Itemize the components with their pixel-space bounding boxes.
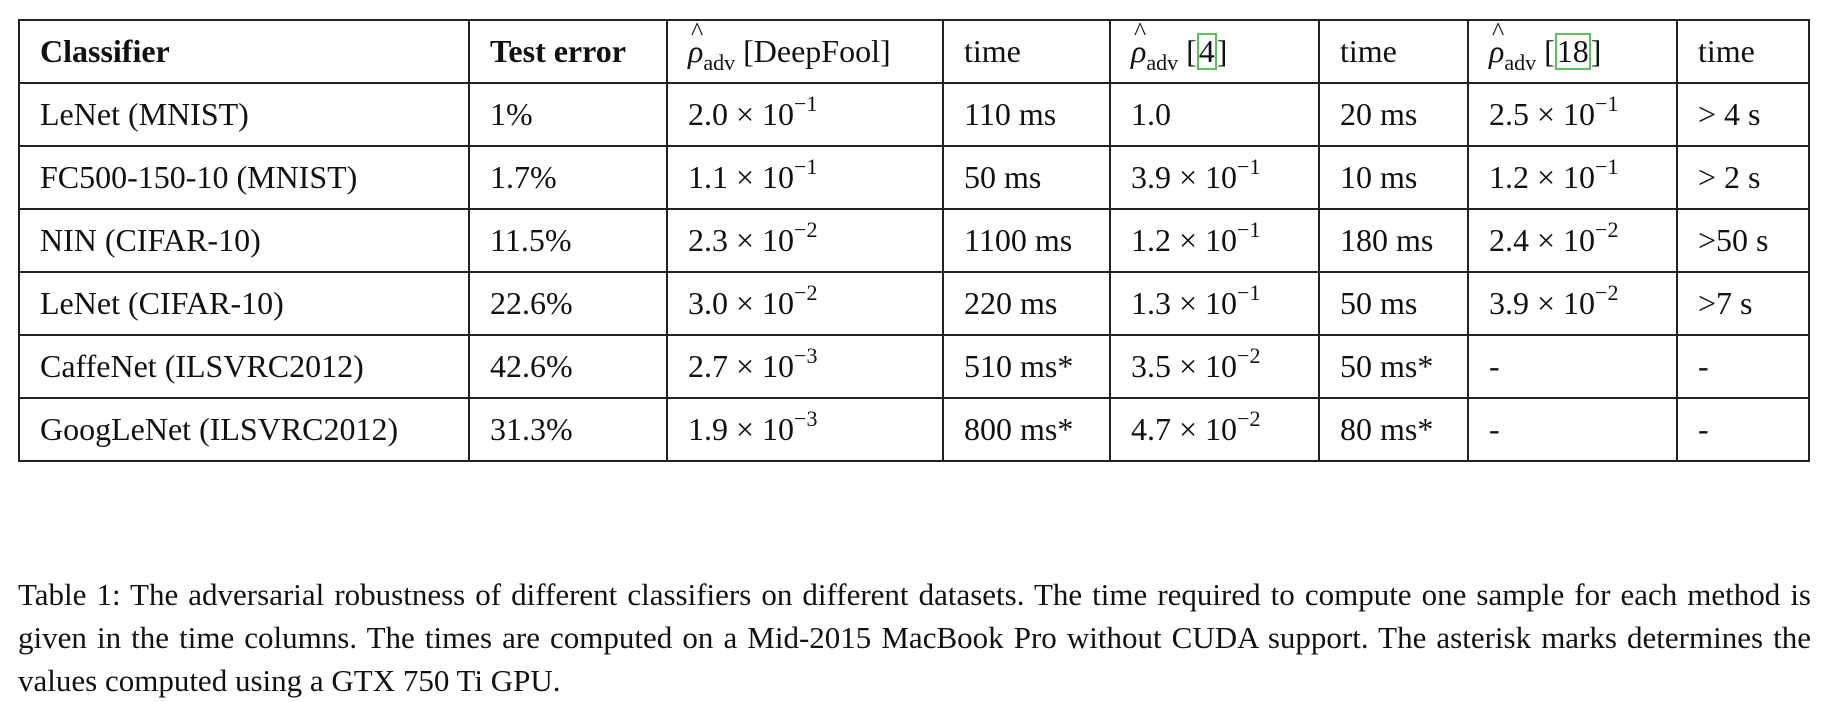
deepfool-time-cell: 220 ms [942, 271, 1111, 336]
test-error-cell: 22.6% [468, 271, 668, 336]
method-4-rho-cell: 4.7 × 10−2 [1109, 397, 1320, 462]
rho-subscript: adv [1146, 50, 1179, 75]
deepfool-rho-cell: 2.0 × 10−1 [666, 82, 944, 147]
rho-symbol: ρ ^ [1489, 17, 1505, 69]
header-rho-deepfool: ρ ^ adv [DeepFool] [666, 17, 944, 84]
header-time-method-4: time [1318, 19, 1469, 84]
method-18-time-cell: >7 s [1676, 271, 1810, 336]
method-4-rho-cell: 3.5 × 10−2 [1109, 334, 1320, 399]
header-row: Classifier Test error ρ ^ adv [DeepFool] t… [18, 17, 1810, 84]
test-error-cell: 31.3% [468, 397, 668, 462]
rho-symbol: ρ ^ [688, 17, 704, 69]
header-classifier: Classifier [18, 19, 470, 84]
method-4-rho-cell: 1.3 × 10−1 [1109, 271, 1320, 336]
deepfool-rho-cell: 2.3 × 10−2 [666, 208, 944, 273]
method-18-time-cell: > 2 s [1676, 145, 1810, 210]
header-rho-method-4: ρ ^ adv [4] [1109, 17, 1320, 84]
deepfool-label: [DeepFool] [743, 33, 891, 69]
deepfool-time-cell: 510 ms* [942, 334, 1111, 399]
classifier-cell: NIN (CIFAR-10) [18, 208, 470, 273]
rho-subscript: adv [703, 50, 736, 75]
header-time-method-18: time [1676, 19, 1810, 84]
header-test-error: Test error [468, 19, 668, 84]
deepfool-time-cell: 50 ms [942, 145, 1111, 210]
method-18-rho-cell: 2.4 × 10−2 [1467, 208, 1678, 273]
method-18-rho-cell: 3.9 × 10−2 [1467, 271, 1678, 336]
classifier-cell: CaffeNet (ILSVRC2012) [18, 334, 470, 399]
results-table: Classifier Test error ρ ^ adv [DeepFool] t… [18, 17, 1810, 462]
table-row: FC500-150-10 (MNIST) 1.7% 1.1 × 10−1 50 ms 3… [18, 145, 1810, 210]
deepfool-rho-cell: 3.0 × 10−2 [666, 271, 944, 336]
method-18-time-cell: - [1676, 397, 1810, 462]
method-18-time-cell: > 4 s [1676, 82, 1810, 147]
rho-subscript: adv [1504, 50, 1537, 75]
classifier-cell: GoogLeNet (ILSVRC2012) [18, 397, 470, 462]
method-18-rho-cell: 2.5 × 10−1 [1467, 82, 1678, 147]
method-18-rho-cell: 1.2 × 10−1 [1467, 145, 1678, 210]
rho-symbol: ρ ^ [1131, 17, 1147, 69]
test-error-cell: 1% [468, 82, 668, 147]
citation-link-4[interactable]: 4 [1196, 33, 1217, 70]
method-4-rho-cell: 3.9 × 10−1 [1109, 145, 1320, 210]
table-body: LeNet (MNIST) 1% 2.0 × 10−1 110 ms 1.0 20 ms 2… [18, 82, 1810, 462]
deepfool-rho-cell: 1.1 × 10−1 [666, 145, 944, 210]
classifier-cell: LeNet (MNIST) [18, 82, 470, 147]
method-4-time-cell: 50 ms* [1318, 334, 1469, 399]
table-row: LeNet (CIFAR-10) 22.6% 3.0 × 10−2 220 ms 1.3… [18, 271, 1810, 336]
method-18-time-cell: >50 s [1676, 208, 1810, 273]
method-4-rho-cell: 1.0 [1109, 82, 1320, 147]
method-18-rho-cell: - [1467, 397, 1678, 462]
table-row: GoogLeNet (ILSVRC2012) 31.3% 1.9 × 10−3 800… [18, 397, 1810, 462]
table-row: NIN (CIFAR-10) 11.5% 2.3 × 10−2 1100 ms 1.2 … [18, 208, 1810, 273]
header-rho-method-18: ρ ^ adv [18] [1467, 17, 1678, 84]
method-4-time-cell: 80 ms* [1318, 397, 1469, 462]
classifier-cell: LeNet (CIFAR-10) [18, 271, 470, 336]
method-4-time-cell: 50 ms [1318, 271, 1469, 336]
deepfool-time-cell: 800 ms* [942, 397, 1111, 462]
test-error-cell: 1.7% [468, 145, 668, 210]
method-4-rho-cell: 1.2 × 10−1 [1109, 208, 1320, 273]
table-row: LeNet (MNIST) 1% 2.0 × 10−1 110 ms 1.0 20 ms 2… [18, 82, 1810, 147]
method-4-time-cell: 10 ms [1318, 145, 1469, 210]
method-18-time-cell: - [1676, 334, 1810, 399]
test-error-cell: 11.5% [468, 208, 668, 273]
deepfool-time-cell: 110 ms [942, 82, 1111, 147]
classifier-cell: FC500-150-10 (MNIST) [18, 145, 470, 210]
method-4-time-cell: 20 ms [1318, 82, 1469, 147]
method-4-time-cell: 180 ms [1318, 208, 1469, 273]
citation-link-18[interactable]: 18 [1554, 33, 1591, 70]
table-row: CaffeNet (ILSVRC2012) 42.6% 2.7 × 10−3 510 … [18, 334, 1810, 399]
deepfool-time-cell: 1100 ms [942, 208, 1111, 273]
deepfool-rho-cell: 1.9 × 10−3 [666, 397, 944, 462]
method-18-rho-cell: - [1467, 334, 1678, 399]
header-time-deepfool: time [942, 19, 1111, 84]
test-error-cell: 42.6% [468, 334, 668, 399]
table-caption: Table 1: The adversarial robustness of d… [18, 577, 1811, 698]
deepfool-rho-cell: 2.7 × 10−3 [666, 334, 944, 399]
